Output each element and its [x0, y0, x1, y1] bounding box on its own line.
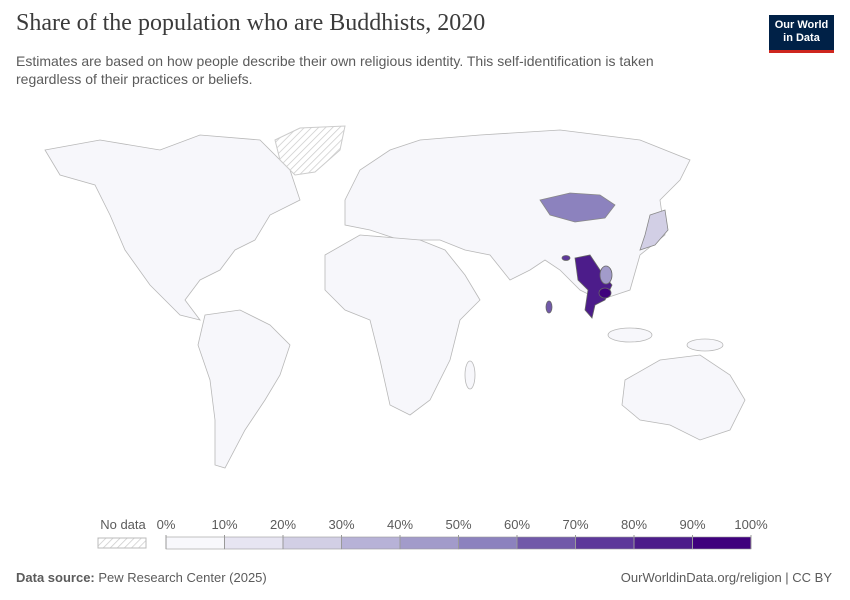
- legend-bin: [399, 536, 459, 550]
- subtitle: Estimates are based on how people descri…: [16, 53, 654, 87]
- cambodia: [598, 287, 612, 299]
- south-america: [197, 309, 291, 469]
- legend-bin: [516, 536, 576, 550]
- legend-tick-label: 50%: [445, 517, 471, 532]
- source-label: Data source:: [16, 570, 95, 585]
- mongolia: [539, 192, 616, 223]
- legend-bin: [282, 536, 342, 550]
- legend-tick-label: 40%: [387, 517, 413, 532]
- myanmar-thailand: [574, 254, 613, 319]
- legend-bin: [341, 536, 401, 550]
- legend-tick-label: 90%: [679, 517, 705, 532]
- laos: [599, 265, 613, 285]
- no-data-swatch: [97, 537, 147, 549]
- bhutan: [561, 255, 571, 261]
- license: OurWorldinData.org/religion | CC BY: [620, 570, 832, 585]
- madagascar: [464, 360, 476, 390]
- legend-tick-label: 20%: [270, 517, 296, 532]
- source: Data source: Pew Research Center (2025): [16, 570, 267, 585]
- title: Share of the population who are Buddhist…: [16, 10, 486, 36]
- indonesia: [607, 327, 653, 343]
- new-guinea: [686, 338, 724, 352]
- source-text: Pew Research Center (2025): [98, 570, 267, 585]
- legend-bin: [692, 536, 752, 550]
- legend-bin: [224, 536, 284, 550]
- legend-tick-label: 60%: [504, 517, 530, 532]
- japan: [639, 209, 669, 251]
- legend-bin: [165, 536, 225, 550]
- eurasia: [344, 129, 691, 301]
- greenland: [274, 125, 346, 176]
- no-data-label: No data: [100, 517, 146, 532]
- legend-tick-label: 30%: [328, 517, 354, 532]
- legend-tick-label: 0%: [157, 517, 176, 532]
- legend-tick-label: 100%: [734, 517, 768, 532]
- africa: [324, 234, 481, 416]
- legend: No data 0% 10% 20% 30% 40% 50% 60% 70% 80% 90% 100…: [97, 517, 768, 550]
- logo-line: Our World: [774, 19, 829, 31]
- world-map: [44, 125, 746, 469]
- north-america: [44, 134, 301, 321]
- australia: [621, 354, 746, 441]
- sri-lanka: [545, 300, 553, 314]
- legend-tick-label: 80%: [621, 517, 647, 532]
- legend-bin: [633, 536, 693, 550]
- logo: Our World in Data: [769, 15, 834, 53]
- legend-bin: [458, 536, 518, 550]
- legend-bin: [575, 536, 635, 550]
- logo-line: in Data: [783, 32, 820, 44]
- legend-tick-label: 10%: [211, 517, 237, 532]
- legend-tick-label: 70%: [562, 517, 588, 532]
